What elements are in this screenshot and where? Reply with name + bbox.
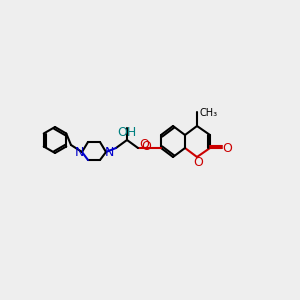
Text: N: N (74, 146, 84, 158)
Text: O: O (193, 155, 203, 169)
Text: O: O (141, 140, 151, 154)
Text: OH: OH (117, 127, 136, 140)
Text: O: O (222, 142, 232, 154)
Text: O: O (139, 137, 149, 151)
Text: N: N (104, 146, 114, 158)
Text: CH₃: CH₃ (200, 108, 218, 118)
